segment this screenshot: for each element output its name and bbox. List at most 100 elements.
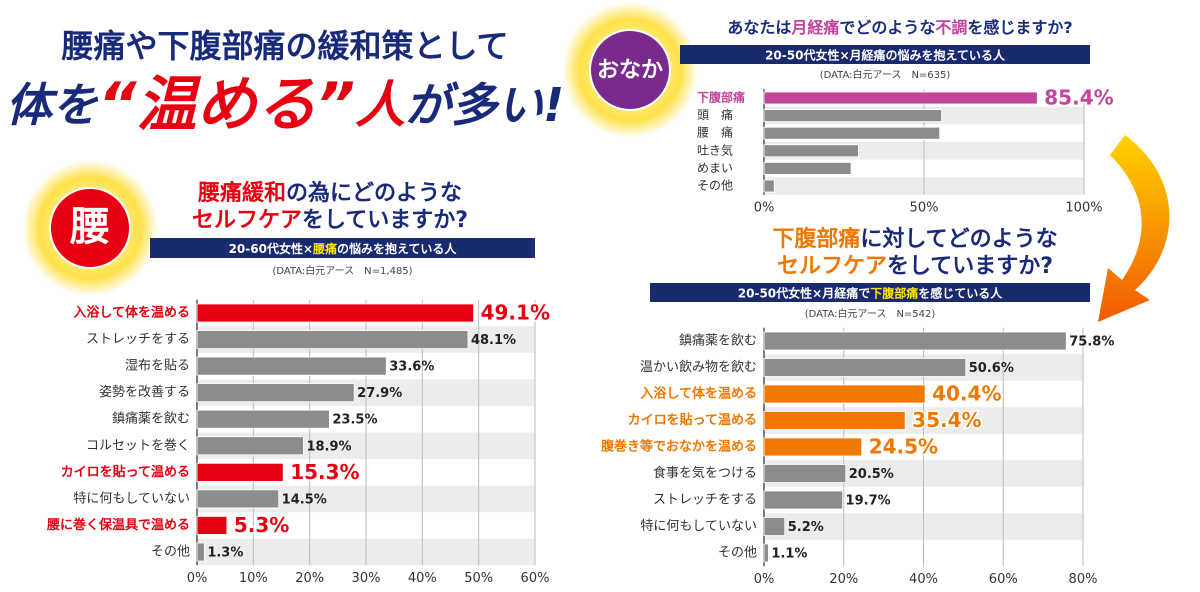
bar bbox=[196, 489, 280, 509]
category-label: 鎮痛薬を飲む bbox=[112, 411, 190, 427]
category-label: 吐き気 bbox=[697, 142, 733, 157]
bar bbox=[196, 409, 330, 429]
bar bbox=[763, 411, 906, 430]
value-label: 40.4% bbox=[932, 382, 1001, 406]
value-label: 5.2% bbox=[788, 520, 824, 535]
x-tick-label: 0% bbox=[754, 200, 775, 215]
value-label: 48.1% bbox=[471, 333, 516, 348]
badge-label: 腰 bbox=[69, 204, 110, 250]
title-segment: あなたは bbox=[727, 18, 791, 37]
subtitle-segment: の悩みを抱えている人 bbox=[337, 241, 457, 256]
category-label: その他 bbox=[697, 179, 733, 193]
x-tick-label: 80% bbox=[1069, 572, 1098, 587]
value-label: 23.5% bbox=[332, 413, 377, 428]
bar bbox=[196, 516, 228, 535]
bar bbox=[763, 543, 769, 563]
bar bbox=[763, 384, 926, 404]
x-tick-label: 60% bbox=[521, 571, 550, 586]
title-segment: 腰痛緩和 bbox=[197, 180, 286, 206]
value-label: 85.4% bbox=[1044, 86, 1113, 110]
category-label: 特に何もしていない bbox=[73, 490, 190, 506]
chart-title: 下腹部痛に対してどのような bbox=[772, 226, 1057, 252]
title-segment: をしていますか? bbox=[302, 208, 468, 233]
value-label: 50.6% bbox=[969, 361, 1014, 376]
value-label: 33.6% bbox=[389, 360, 434, 375]
category-label: その他 bbox=[151, 545, 190, 560]
value-label: 1.1% bbox=[771, 547, 807, 562]
category-label: 温かい飲み物を飲む bbox=[640, 359, 757, 375]
category-label: その他 bbox=[718, 546, 757, 561]
bar bbox=[196, 436, 304, 456]
x-tick-label: 20% bbox=[295, 571, 324, 586]
title-segment: に対してどのような bbox=[860, 227, 1057, 252]
category-label: 鎮痛薬を飲む bbox=[679, 333, 757, 349]
value-label: 14.5% bbox=[282, 492, 327, 507]
headline-segment: 体を bbox=[6, 78, 99, 132]
category-label: ストレッチをする bbox=[653, 493, 757, 508]
chart-subtitle: 20-50代女性×月経痛の悩みを抱えている人 bbox=[765, 47, 1006, 62]
value-label: 5.3% bbox=[234, 513, 289, 537]
decorative-arrow bbox=[1098, 135, 1170, 322]
title-segment: セルフケア bbox=[192, 208, 302, 233]
value-label: 19.7% bbox=[846, 494, 891, 509]
category-label: 腹巻き等でおなかを温める bbox=[601, 439, 757, 455]
x-tick-label: 20% bbox=[829, 572, 858, 587]
bar bbox=[763, 331, 1067, 351]
value-label: 20.5% bbox=[849, 467, 894, 482]
category-label: 腰 痛 bbox=[697, 125, 733, 140]
title-segment: 不調 bbox=[935, 18, 967, 37]
data-source: (DATA:白元アース N=542) bbox=[805, 307, 936, 320]
subtitle-segment: 20-60代女性× bbox=[229, 241, 313, 256]
x-tick-label: 30% bbox=[352, 571, 381, 586]
bar bbox=[763, 490, 843, 510]
category-label: 入浴して体を温める bbox=[73, 305, 190, 321]
value-label: 27.9% bbox=[357, 386, 402, 401]
category-label: 特に何もしていない bbox=[640, 518, 757, 534]
bar bbox=[196, 356, 387, 376]
bar bbox=[763, 517, 786, 536]
value-label: 18.9% bbox=[306, 439, 351, 454]
category-label: ストレッチをする bbox=[86, 332, 190, 347]
subtitle-segment: 20-50代女性×月経痛の悩みを抱えている人 bbox=[765, 47, 1006, 62]
bar bbox=[763, 162, 852, 175]
title-segment: を感じますか? bbox=[967, 18, 1072, 37]
badge-label: おなか bbox=[597, 58, 663, 83]
data-source: (DATA:白元アース N=1,485) bbox=[272, 264, 412, 277]
x-tick-label: 10% bbox=[239, 571, 268, 586]
data-source: (DATA:白元アース N=635) bbox=[820, 68, 951, 81]
category-label: カイロを貼って温める bbox=[61, 464, 190, 480]
category-label: 入浴して体を温める bbox=[640, 386, 757, 402]
title-segment: の為にどのような bbox=[286, 180, 462, 206]
bar bbox=[763, 144, 859, 158]
bar bbox=[763, 179, 775, 193]
bar bbox=[763, 91, 1038, 105]
badge bbox=[49, 187, 131, 269]
category-label: 腰に巻く保温具で温める bbox=[46, 517, 190, 533]
bar bbox=[763, 464, 847, 483]
chart-title: 腰痛緩和の為にどのような bbox=[197, 180, 462, 206]
value-label: 49.1% bbox=[481, 301, 550, 325]
bar bbox=[763, 126, 941, 140]
title-segment: でどのような bbox=[839, 18, 935, 37]
title-segment: 下腹部痛 bbox=[772, 226, 860, 252]
x-tick-label: 50% bbox=[910, 200, 939, 215]
headline-line2: 体を“温める”人が多い! bbox=[6, 70, 564, 140]
value-label: 75.8% bbox=[1069, 335, 1114, 350]
value-label: 15.3% bbox=[290, 460, 359, 484]
title-segment: をしていますか? bbox=[887, 254, 1053, 279]
subtitle-segment: 下腹部痛 bbox=[870, 285, 918, 300]
headline-segment: “温める” bbox=[98, 70, 355, 140]
bar bbox=[196, 462, 284, 482]
headline-line1: 腰痛や下腹部痛の緩和策として bbox=[61, 27, 508, 65]
bar bbox=[763, 358, 967, 377]
category-label: 下腹部痛 bbox=[697, 90, 745, 105]
x-tick-label: 50% bbox=[464, 571, 493, 586]
x-tick-label: 60% bbox=[989, 572, 1018, 587]
subtitle-band bbox=[680, 45, 1090, 64]
category-label: コルセットを巻く bbox=[86, 438, 190, 453]
subtitle-segment: を感じている人 bbox=[918, 285, 1003, 300]
title-segment: 月経痛 bbox=[790, 18, 839, 37]
category-label: 姿勢を改善する bbox=[99, 384, 190, 400]
bar bbox=[196, 383, 355, 403]
